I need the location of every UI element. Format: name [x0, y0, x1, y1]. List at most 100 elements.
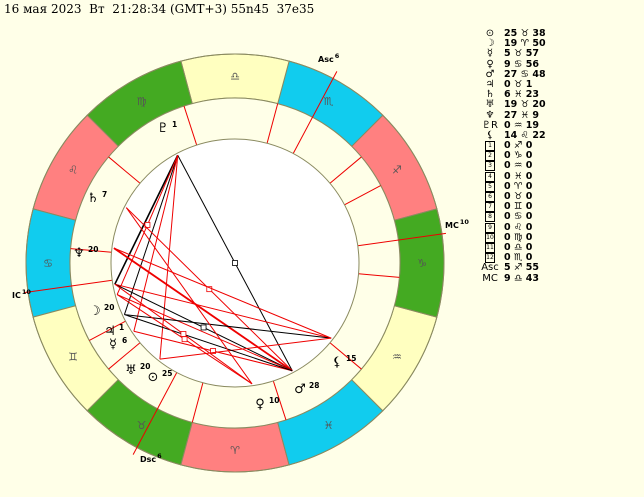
saturn-degree: 7 [102, 190, 107, 199]
legend-planet-6-value: 6 ♓ 23 [504, 89, 539, 101]
legend-planet-7-symbol: ♅ [485, 99, 495, 111]
aspect-line-sun-lilith [159, 337, 332, 360]
jupiter-icon: ♃ [104, 324, 116, 339]
aspect-line-neptune-lilith [113, 247, 332, 339]
venus-icon: ♀ [255, 397, 265, 412]
legend-planet-8: ♆ 27 ♓ 9 [478, 110, 643, 121]
legend-planet-9-value: 0 ♒ 19 [504, 119, 539, 131]
moon-icon: ☽ [89, 304, 101, 319]
legend-planet-6: ♄ 6 ♓ 23 [478, 89, 643, 101]
scorpio-glyph-icon: ♏ [324, 95, 334, 108]
legend-angle-asc-symbol: Asc [481, 262, 499, 274]
aspect-line-pluto-uranus [133, 155, 179, 332]
dsc-label-degree: 6 [157, 452, 162, 460]
aspect-line-pluto-moon [114, 154, 179, 285]
mc-label-degree: 10 [460, 218, 470, 226]
chart-labels: ⊙ 25☽ 20☿ 6♀ 10♂ 28♃ 1♄ 7♅ 20♆ 20♇ 1⚸ 15Asc6MC10IC1… [12, 52, 469, 464]
mercury-icon: ☿ [109, 337, 117, 352]
libra-glyph-icon: ♎ [230, 70, 240, 83]
legend-house-8: 8 0 ♋ 0 [478, 212, 643, 223]
legend-planet-3-value: 9 ♋ 56 [504, 58, 539, 70]
legend-planet-10-value: 14 ♌ 22 [504, 129, 546, 141]
legend-house-9-symbol: 9 [481, 222, 499, 234]
asc-label-degree: 6 [335, 52, 340, 60]
gemini-glyph-icon: ♊ [68, 351, 78, 364]
legend-planet-2: ☿ 5 ♉ 57 [478, 49, 643, 59]
legend-planet-10: ⚸ 14 ♌ 22 [478, 129, 643, 141]
legend-planet-4-value: 27 ♋ 48 [504, 68, 546, 80]
aries-glyph-icon: ♈ [230, 444, 240, 457]
aspect-line-saturn-venus [125, 207, 253, 385]
mc-axis [357, 232, 446, 247]
house-cusp-9 [272, 380, 287, 421]
house-cusp-1 [329, 156, 362, 184]
legend-house-10-symbol: 10 [485, 232, 495, 243]
house-cusp-8 [191, 382, 204, 423]
house-cusp-12 [344, 185, 381, 206]
legend-house-9: 9 0 ♌ 0 [478, 222, 643, 234]
uranus-degree: 20 [140, 362, 150, 371]
positions-legend: ⊙ 25 ♉ 38 ☽ 19 ♈ 50 ☿ 5 ♉ 57 ♀ 9 ♋ 56 ♂ 27 ♋ 48 ♃ 0… [478, 28, 643, 284]
legend-angle-mc: MC 9 ♎ 43 [478, 272, 643, 284]
jupiter-degree: 1 [119, 323, 124, 332]
legend-house-11: 11 0 ♎ 0 [478, 241, 643, 253]
legend-house-11-value: 0 ♎ 0 [504, 241, 533, 253]
aspect-lines [113, 154, 332, 385]
aspect-marker [200, 324, 207, 331]
legend-house-2-symbol: 2 [481, 151, 499, 162]
legend-planet-0: ⊙ 25 ♉ 38 [478, 28, 643, 39]
legend-house-6-value: 0 ♉ 0 [504, 191, 533, 202]
legend-house-1: 1 0 ♐ 0 [478, 140, 643, 152]
sun-degree: 25 [162, 369, 172, 378]
ic-axis [24, 279, 113, 294]
dsc-axis [132, 372, 178, 455]
legend-planet-4-symbol: ♂ [485, 68, 495, 80]
legend-angle-mc-value: 9 ♎ 43 [504, 272, 539, 284]
legend-house-3-value: 0 ♒ 0 [504, 160, 533, 172]
aspect-marker [180, 331, 187, 337]
legend-planet-5-symbol: ♃ [485, 78, 495, 90]
legend-house-12-symbol: 12 [485, 253, 495, 264]
header-coords: 55n45 37e35 [230, 2, 315, 16]
pisces-glyph-icon: ♓ [324, 419, 334, 432]
header-time: 21:28:34 (GMT+3) [112, 2, 227, 16]
lilith-degree: 15 [346, 354, 356, 363]
aspect-line-mercury-mars [124, 314, 293, 372]
legend-planet-9-symbol: ♇R [482, 119, 498, 131]
legend-planet-5: ♃ 0 ♉ 1 [478, 78, 643, 90]
legend-house-6: 6 0 ♉ 0 [478, 191, 643, 203]
legend-house-5-value: 0 ♈ 0 [504, 180, 533, 192]
aspect-marker [232, 260, 238, 266]
legend-house-6-symbol: 6 [481, 192, 499, 203]
legend-planet-7: ♅ 19 ♉ 20 [478, 100, 643, 110]
asc-axis [292, 71, 338, 154]
capricorn-glyph-icon: ♑ [417, 257, 427, 270]
mercury-degree: 6 [122, 336, 127, 345]
mars-icon: ♂ [294, 382, 306, 397]
aspect-marker [181, 336, 188, 343]
legend-house-7-value: 0 ♊ 0 [504, 201, 533, 213]
pluto-degree: 1 [172, 120, 177, 129]
legend-house-2: 2 0 ♑ 0 [478, 150, 643, 162]
virgo-glyph-icon: ♍ [137, 95, 147, 108]
legend-house-2-value: 0 ♑ 0 [504, 150, 533, 162]
aspect-marker [210, 348, 216, 354]
legend-house-8-symbol: 8 [481, 212, 499, 223]
uranus-icon: ♅ [125, 363, 137, 378]
legend-house-3: 3 0 ♒ 0 [478, 160, 643, 172]
legend-house-10-value: 0 ♍ 0 [504, 231, 533, 243]
legend-planet-2-value: 5 ♉ 57 [504, 48, 539, 60]
legend-planet-4: ♂ 27 ♋ 48 [478, 68, 643, 80]
chart-header: 16 мая 2023 Вт 21:28:34 (GMT+3) 55n45 37… [4, 2, 314, 16]
house-cusp-7 [108, 342, 141, 370]
aspect-line-moon-lilith [114, 283, 332, 339]
house-cusp-3 [183, 105, 198, 146]
sun-icon: ⊙ [148, 370, 159, 385]
legend-planet-10-symbol: ⚸ [486, 129, 494, 141]
pluto-icon: ♇ [157, 121, 169, 136]
legend-planet-0-value: 25 ♉ 38 [504, 28, 546, 39]
mars-degree: 28 [309, 381, 319, 390]
asc-label: Asc6 [318, 52, 340, 64]
legend-planet-1: ☽ 19 ♈ 50 [478, 38, 643, 49]
